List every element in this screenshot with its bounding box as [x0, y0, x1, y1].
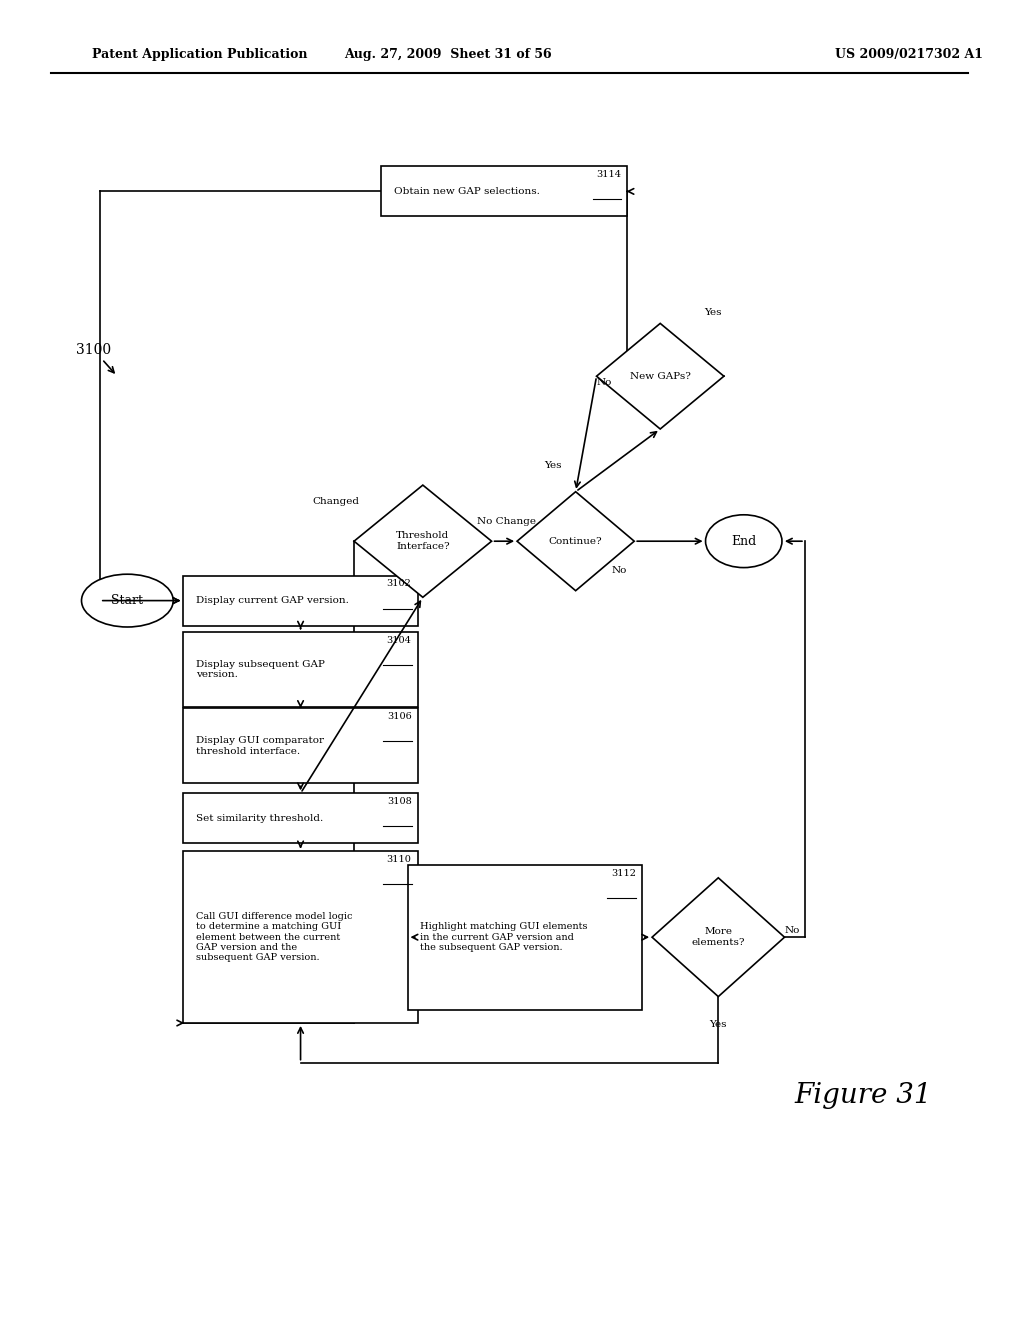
Polygon shape: [597, 323, 724, 429]
Text: Yes: Yes: [705, 309, 722, 317]
Text: Yes: Yes: [545, 462, 562, 470]
Text: 3100: 3100: [77, 343, 112, 356]
FancyBboxPatch shape: [183, 793, 418, 843]
Text: 3112: 3112: [610, 869, 636, 878]
Text: Highlight matching GUI elements
in the current GAP version and
the subsequent GA: Highlight matching GUI elements in the c…: [420, 923, 588, 952]
Text: Obtain new GAP selections.: Obtain new GAP selections.: [393, 187, 540, 195]
Text: Patent Application Publication: Patent Application Publication: [92, 48, 307, 61]
Text: 3106: 3106: [387, 713, 412, 721]
Text: Display GUI comparator
threshold interface.: Display GUI comparator threshold interfa…: [196, 737, 324, 755]
Text: 3114: 3114: [596, 170, 622, 180]
Polygon shape: [517, 492, 634, 591]
Text: Display current GAP version.: Display current GAP version.: [196, 597, 348, 605]
FancyBboxPatch shape: [183, 631, 418, 708]
Text: Changed: Changed: [312, 498, 359, 506]
Ellipse shape: [706, 515, 782, 568]
Text: No: No: [611, 566, 627, 574]
Text: 3104: 3104: [387, 636, 412, 644]
Polygon shape: [652, 878, 784, 997]
Text: More
elements?: More elements?: [691, 928, 745, 946]
Polygon shape: [354, 486, 492, 597]
Text: US 2009/0217302 A1: US 2009/0217302 A1: [836, 48, 983, 61]
Text: Set similarity threshold.: Set similarity threshold.: [196, 814, 323, 822]
Text: No: No: [785, 927, 801, 935]
Text: End: End: [731, 535, 757, 548]
Text: Figure 31: Figure 31: [795, 1082, 932, 1109]
Text: Display subsequent GAP
version.: Display subsequent GAP version.: [196, 660, 325, 678]
Text: Yes: Yes: [710, 1020, 727, 1028]
FancyBboxPatch shape: [408, 865, 642, 1010]
Ellipse shape: [82, 574, 173, 627]
FancyBboxPatch shape: [183, 576, 418, 626]
Text: No Change: No Change: [477, 517, 536, 525]
Text: 3108: 3108: [387, 797, 412, 807]
Text: 3102: 3102: [387, 579, 412, 589]
Text: No: No: [597, 379, 612, 387]
Text: Aug. 27, 2009  Sheet 31 of 56: Aug. 27, 2009 Sheet 31 of 56: [344, 48, 552, 61]
Text: 3110: 3110: [387, 855, 412, 865]
Text: Threshold
Interface?: Threshold Interface?: [396, 532, 450, 550]
Text: Call GUI difference model logic
to determine a matching GUI
element between the : Call GUI difference model logic to deter…: [196, 912, 352, 962]
FancyBboxPatch shape: [183, 851, 418, 1023]
FancyBboxPatch shape: [183, 708, 418, 784]
FancyBboxPatch shape: [381, 166, 628, 216]
Text: Start: Start: [112, 594, 143, 607]
Text: New GAPs?: New GAPs?: [630, 372, 690, 380]
Text: Continue?: Continue?: [549, 537, 602, 545]
